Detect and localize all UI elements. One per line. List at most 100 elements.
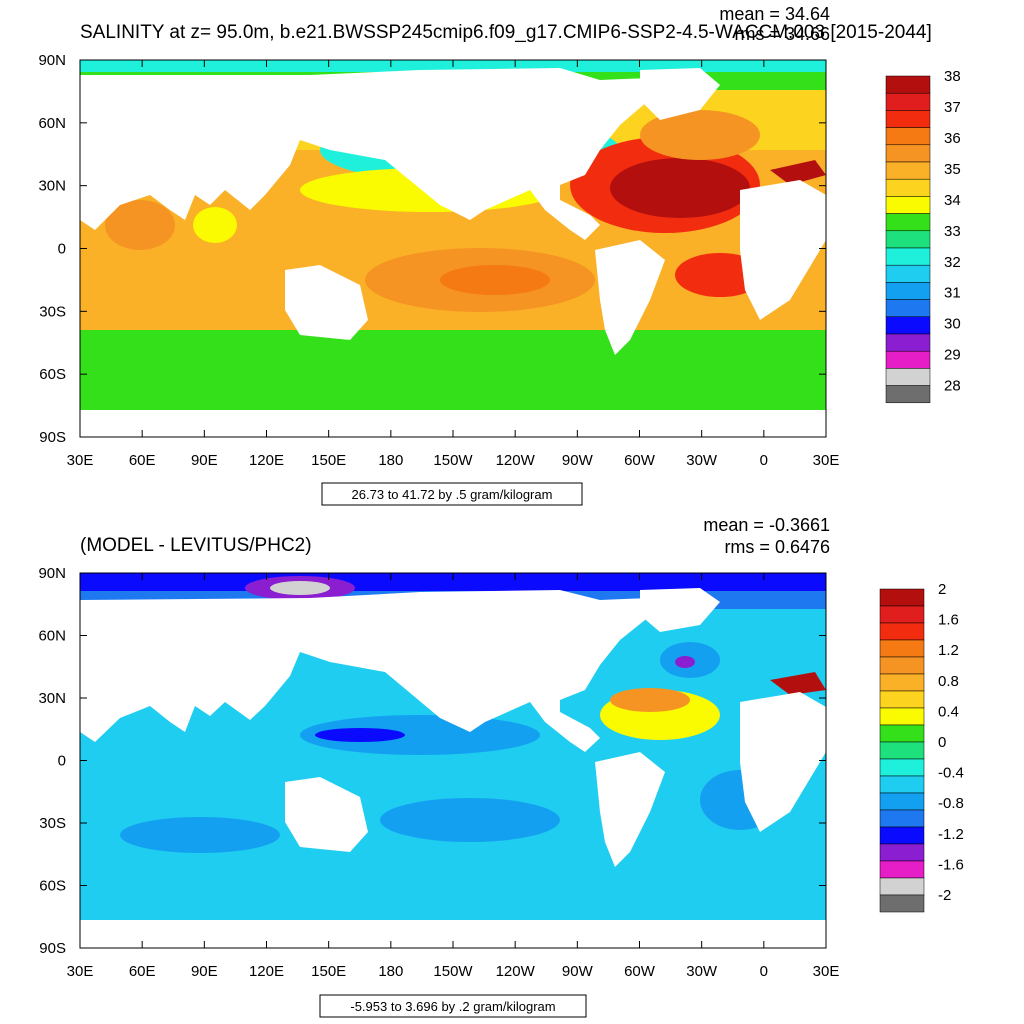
difference-north-atlantic-core bbox=[675, 656, 695, 668]
difference-x-label: 60W bbox=[624, 963, 656, 980]
salinity-colorbar-label: 31 bbox=[944, 285, 961, 302]
difference-y-label: 90S bbox=[39, 940, 66, 957]
salinity-colorbar-label: 29 bbox=[944, 347, 961, 364]
salinity-colorbar-swatch bbox=[885, 385, 931, 404]
difference-colorbar-label: -1.2 bbox=[938, 826, 964, 843]
difference-colorbar-label: 1.2 bbox=[938, 642, 959, 659]
difference-y-label: 60N bbox=[38, 628, 66, 645]
salinity-y-label: 30N bbox=[38, 178, 66, 195]
salinity-colorbar-label: 35 bbox=[944, 161, 961, 178]
salinity-africa-land bbox=[740, 180, 826, 320]
difference-panel-title: (MODEL - LEVITUS/PHC2) bbox=[80, 535, 312, 556]
difference-contour-info-box bbox=[319, 994, 587, 1018]
salinity-arabian-sea bbox=[105, 200, 175, 250]
difference-colorbar-swatch bbox=[879, 622, 925, 641]
salinity-y-label: 90S bbox=[39, 429, 66, 446]
difference-x-label: 60E bbox=[129, 963, 156, 980]
difference-equatorial-pacific-core bbox=[315, 728, 405, 742]
difference-x-label: 90E bbox=[191, 963, 218, 980]
difference-y-label: 90N bbox=[38, 565, 66, 582]
salinity-rms-stat: rms = 34.66 bbox=[734, 24, 830, 44]
salinity-bay-of-bengal bbox=[193, 207, 237, 243]
difference-x-label: 120W bbox=[496, 963, 536, 980]
difference-colorbar-swatch bbox=[879, 724, 925, 743]
difference-colorbar-label: -0.8 bbox=[938, 795, 964, 812]
difference-colorbar-swatch bbox=[879, 639, 925, 658]
difference-colorbar-swatch bbox=[879, 843, 925, 862]
salinity-mediterranean bbox=[770, 160, 826, 185]
difference-colorbar-swatch bbox=[879, 775, 925, 794]
difference-colorbar-swatch bbox=[879, 894, 925, 913]
difference-colorbar-label: -2 bbox=[938, 887, 951, 904]
difference-colorbar-swatch bbox=[879, 656, 925, 675]
salinity-x-label: 60E bbox=[129, 452, 156, 469]
difference-greenland-land bbox=[640, 588, 720, 632]
salinity-colorbar-label: 30 bbox=[944, 316, 961, 333]
difference-x-label: 90W bbox=[562, 963, 594, 980]
difference-colorbar-swatch bbox=[879, 877, 925, 896]
salinity-colorbar-swatch bbox=[885, 333, 931, 352]
salinity-colorbar-swatch bbox=[885, 316, 931, 335]
salinity-colorbar-swatch bbox=[885, 178, 931, 197]
salinity-colorbar-swatch bbox=[885, 230, 931, 249]
difference-colorbar-swatch bbox=[879, 588, 925, 607]
difference-colorbar-swatch bbox=[879, 673, 925, 692]
difference-x-label: 150W bbox=[433, 963, 473, 980]
salinity-colorbar-swatch bbox=[885, 368, 931, 386]
salinity-x-label: 180 bbox=[378, 452, 403, 469]
salinity-colorbar-swatch bbox=[885, 92, 931, 111]
difference-colorbar-label: -1.6 bbox=[938, 856, 964, 873]
salinity-panel-title: SALINITY at z= 95.0m, b.e21.BWSSP245cmip… bbox=[80, 22, 932, 43]
difference-contour-info: -5.953 to 3.696 by .2 gram/kilogram bbox=[350, 999, 555, 1014]
difference-x-label: 30W bbox=[686, 963, 718, 980]
salinity-x-label: 30E bbox=[67, 452, 94, 469]
difference-colorbar-swatch bbox=[879, 860, 925, 879]
difference-colorbar-label: 0.4 bbox=[938, 703, 959, 720]
salinity-greenland-land bbox=[640, 68, 720, 120]
difference-colorbar-label: 0.8 bbox=[938, 673, 959, 690]
salinity-southern-band bbox=[80, 330, 826, 410]
difference-colorbar-swatch bbox=[879, 741, 925, 760]
salinity-eurasia-namerica-land bbox=[80, 68, 655, 240]
difference-colorbar-label: 0 bbox=[938, 734, 946, 751]
difference-x-label: 120E bbox=[249, 963, 284, 980]
salinity-contour-info: 26.73 to 41.72 by .5 gram/kilogram bbox=[352, 487, 553, 502]
salinity-x-label: 30E bbox=[813, 452, 840, 469]
difference-south-pacific-low bbox=[380, 798, 560, 842]
axes-and-colorbars: 30E 60E 90E 120E 150E 180 150W 120W 90W 60W 30W 0 30… bbox=[38, 52, 963, 980]
difference-colorbar-swatch bbox=[879, 792, 925, 811]
difference-indian-low bbox=[120, 817, 280, 853]
difference-y-label: 60S bbox=[39, 878, 66, 895]
salinity-x-label: 90W bbox=[562, 452, 594, 469]
difference-colorbar-label: 1.6 bbox=[938, 612, 959, 629]
salinity-colorbar-swatch bbox=[885, 196, 931, 214]
difference-y-label: 30S bbox=[39, 815, 66, 832]
salinity-mean-stat: mean = 34.64 bbox=[719, 4, 830, 24]
salinity-south-pacific-core bbox=[440, 265, 550, 295]
difference-south-america-land bbox=[595, 752, 665, 867]
difference-x-label: 30E bbox=[67, 963, 94, 980]
salinity-australia-land bbox=[285, 265, 368, 340]
salinity-x-label: 120W bbox=[496, 452, 536, 469]
difference-colorbar-label: -0.4 bbox=[938, 765, 964, 782]
difference-arctic-gray bbox=[270, 581, 330, 595]
salinity-y-label: 60N bbox=[38, 115, 66, 132]
difference-mediterranean bbox=[770, 672, 826, 695]
salinity-colorbar-label: 36 bbox=[944, 130, 961, 147]
difference-eurasia-namerica-land bbox=[80, 590, 655, 752]
difference-x-label: 150E bbox=[311, 963, 346, 980]
salinity-colorbar-swatch bbox=[885, 247, 931, 266]
difference-colorbar-swatch bbox=[879, 758, 925, 777]
salinity-contour-info-box bbox=[321, 482, 583, 506]
salinity-y-label: 0 bbox=[58, 241, 66, 258]
difference-colorbar-swatch bbox=[879, 707, 925, 726]
salinity-colorbar-label: 33 bbox=[944, 223, 961, 240]
salinity-colorbar-swatch bbox=[885, 350, 931, 369]
salinity-colorbar-swatch bbox=[885, 110, 931, 128]
salinity-colorbar-swatch bbox=[885, 127, 931, 146]
salinity-x-label: 120E bbox=[249, 452, 284, 469]
salinity-x-label: 90E bbox=[191, 452, 218, 469]
salinity-panel: SALINITY at z= 95.0m, b.e21.BWSSP245cmip… bbox=[79, 4, 932, 506]
salinity-colorbar-label: 32 bbox=[944, 254, 961, 271]
salinity-x-label: 30W bbox=[686, 452, 718, 469]
